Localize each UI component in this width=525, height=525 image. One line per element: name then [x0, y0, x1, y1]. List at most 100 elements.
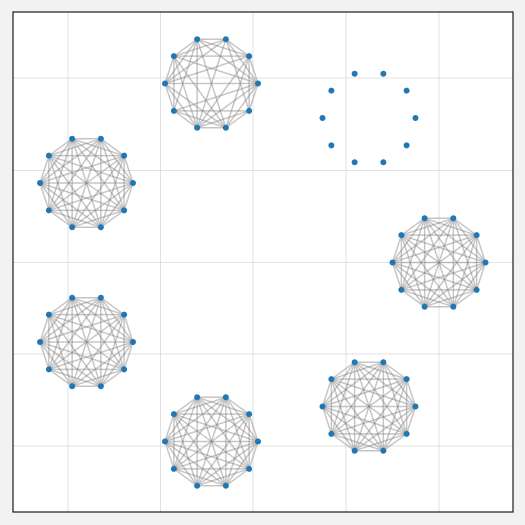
edge	[248, 441, 259, 470]
edge	[164, 82, 227, 129]
edge	[71, 138, 125, 157]
edge	[452, 217, 487, 263]
edge	[39, 297, 102, 343]
node	[45, 152, 52, 159]
node	[45, 311, 52, 318]
edge	[354, 361, 416, 408]
edge	[391, 217, 426, 263]
edge	[475, 234, 487, 263]
edge	[382, 406, 417, 452]
edge	[424, 217, 477, 236]
node	[351, 359, 358, 366]
edge	[353, 362, 385, 451]
edge	[196, 396, 250, 470]
node	[162, 438, 168, 445]
edge	[48, 155, 125, 211]
edge	[424, 217, 486, 264]
edge	[400, 234, 454, 308]
edge	[39, 138, 73, 184]
edge	[225, 396, 259, 442]
node	[473, 286, 480, 293]
node	[328, 430, 335, 437]
edge	[392, 217, 454, 264]
edge	[196, 397, 227, 486]
node	[69, 294, 76, 301]
node	[37, 339, 43, 345]
edge	[354, 405, 416, 452]
edge	[48, 138, 73, 157]
edge	[225, 39, 250, 112]
edge	[100, 182, 134, 228]
node	[69, 383, 76, 390]
edge	[164, 440, 250, 470]
edge	[71, 314, 125, 387]
edge	[225, 441, 259, 487]
edge	[321, 406, 333, 435]
edge	[39, 313, 125, 343]
node	[170, 53, 177, 60]
edge	[173, 413, 250, 470]
cluster-bottom-right-edges	[321, 361, 417, 452]
cluster-top-right-nodes	[319, 70, 419, 166]
edge	[392, 261, 454, 308]
edge	[71, 182, 134, 228]
edge	[322, 361, 384, 408]
edge	[225, 110, 250, 129]
edge	[100, 341, 134, 387]
edge	[248, 55, 259, 84]
edge	[48, 138, 102, 157]
edge	[331, 405, 416, 435]
node	[170, 465, 177, 472]
cluster-left-upper-nodes	[37, 135, 136, 231]
edge	[391, 262, 426, 308]
node	[255, 438, 261, 445]
node	[121, 366, 128, 373]
edge	[48, 297, 73, 316]
node	[97, 135, 104, 142]
edge	[248, 413, 259, 442]
edge	[71, 155, 125, 228]
edge	[100, 297, 125, 370]
node	[121, 152, 128, 159]
edge	[39, 182, 102, 228]
edge	[196, 38, 250, 57]
node	[255, 80, 261, 87]
edge	[330, 378, 356, 451]
edge	[354, 378, 408, 452]
node	[222, 124, 229, 131]
edge	[71, 138, 125, 211]
edge	[173, 82, 259, 112]
edge	[164, 441, 198, 487]
edge	[173, 413, 250, 470]
edge	[71, 297, 134, 343]
node	[351, 159, 358, 166]
node	[45, 207, 52, 214]
edge	[100, 138, 125, 157]
node	[319, 115, 326, 121]
node	[328, 376, 335, 383]
node	[246, 465, 253, 472]
edge	[39, 297, 73, 343]
edge	[164, 396, 198, 442]
edge	[452, 289, 478, 308]
edge	[452, 262, 487, 308]
edge	[48, 182, 134, 212]
edge	[173, 396, 227, 470]
edges-layer	[39, 38, 487, 487]
edge	[39, 341, 125, 371]
edge	[382, 378, 408, 451]
edge	[39, 341, 50, 370]
edge	[225, 38, 259, 84]
edge	[400, 217, 454, 291]
plot-area	[13, 12, 513, 512]
edge	[424, 217, 478, 291]
node	[403, 376, 410, 383]
edge	[400, 234, 478, 291]
edge	[123, 182, 134, 211]
edge	[123, 314, 134, 343]
edge	[123, 341, 134, 370]
edge	[321, 361, 356, 407]
node	[130, 180, 136, 186]
node	[482, 259, 489, 266]
edge	[173, 396, 227, 415]
